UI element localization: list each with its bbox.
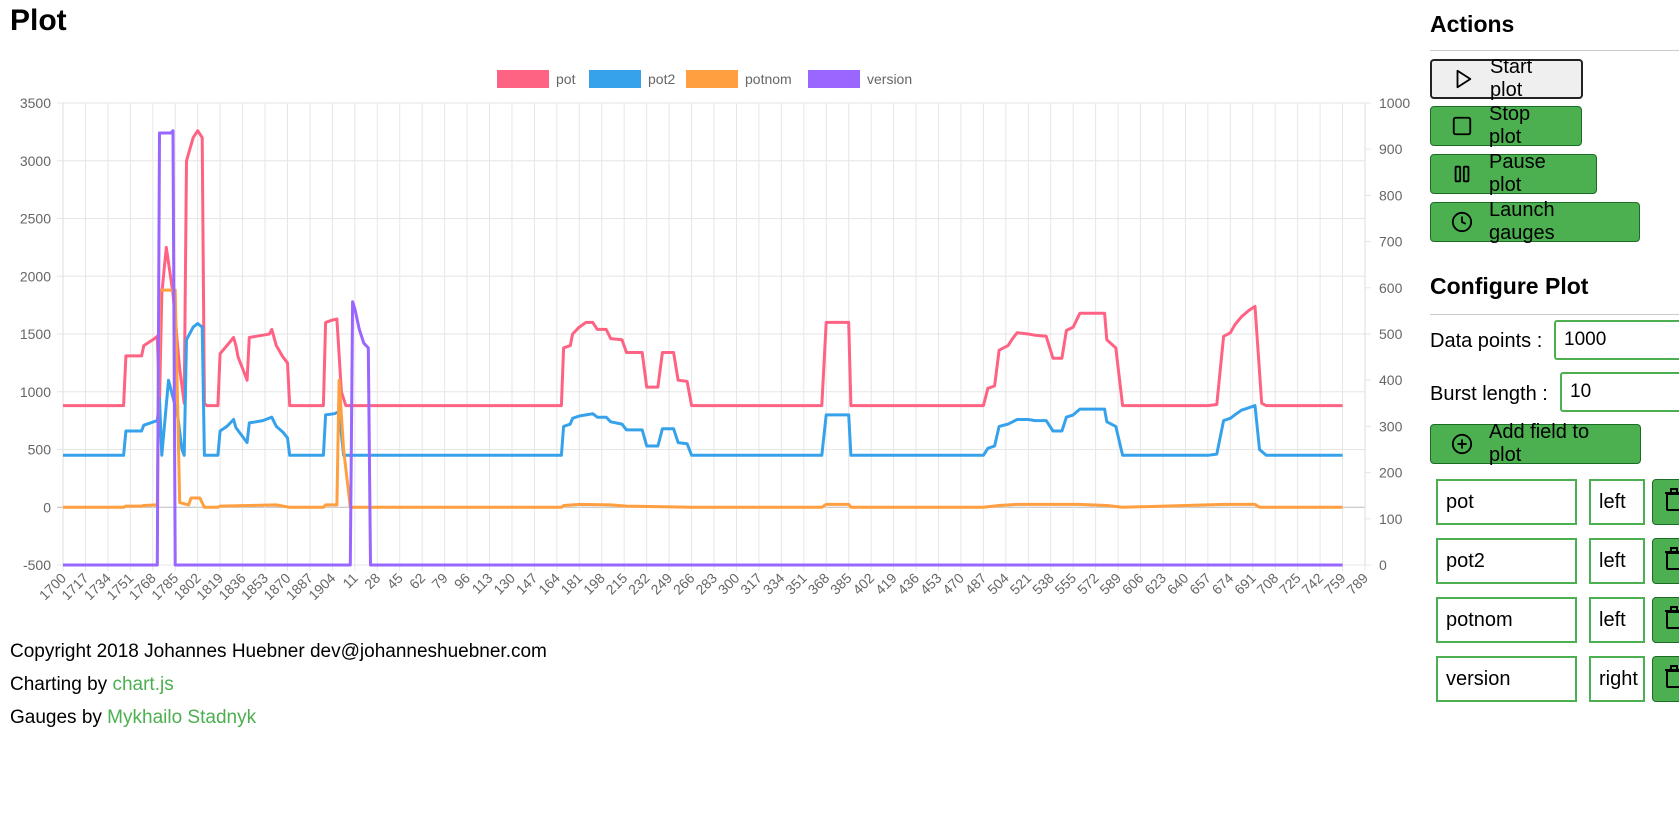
chart-axes: 3500300025002000150010005000-50010009008…	[20, 95, 1411, 603]
legend-label-version: version	[867, 71, 912, 87]
trash-icon	[1663, 546, 1679, 576]
y-right-tick-label: 800	[1379, 187, 1403, 203]
series-line-potnom	[63, 288, 1343, 509]
field-axis-select[interactable]: left	[1589, 538, 1645, 584]
x-tick-label: 113	[469, 570, 496, 597]
data-points-label: Data points :	[1430, 330, 1543, 352]
y-right-tick-label: 100	[1379, 511, 1403, 527]
y-right-tick-label: 400	[1379, 372, 1403, 388]
gauges-prefix: Gauges by	[10, 707, 108, 728]
y-right-tick-label: 700	[1379, 234, 1403, 250]
clock-icon	[1451, 211, 1473, 233]
y-left-tick-label: 3500	[20, 95, 51, 111]
chart-canvas: pot pot2 potnom version 3500300025002000150…	[20, 70, 1411, 603]
stop-plot-button[interactable]: Stop plot	[1430, 103, 1582, 148]
x-tick-label: 45	[384, 570, 406, 592]
actions-heading: Actions	[1430, 11, 1515, 37]
actions-divider	[1430, 50, 1679, 51]
field-axis-select[interactable]: right	[1589, 656, 1645, 702]
y-left-tick-label: 2000	[20, 268, 51, 284]
delete-field-button[interactable]	[1652, 479, 1679, 525]
launch-gauges-label: Launch gauges	[1489, 199, 1555, 244]
add-field-label: Add field to plot	[1489, 421, 1590, 466]
y-left-tick-label: -500	[23, 557, 51, 573]
trash-icon	[1663, 664, 1679, 694]
y-left-tick-label: 1500	[20, 326, 51, 342]
delete-field-button[interactable]	[1652, 656, 1679, 702]
x-tick-label: 11	[339, 570, 361, 592]
y-right-tick-label: 600	[1379, 280, 1403, 296]
y-right-tick-label: 300	[1379, 418, 1403, 434]
chart-grid	[57, 102, 1371, 571]
burst-length-input[interactable]: 10	[1560, 372, 1679, 412]
y-right-tick-label: 0	[1379, 557, 1387, 573]
y-left-tick-label: 3000	[20, 153, 51, 169]
x-tick-label: 79	[428, 570, 450, 592]
launch-gauges-button[interactable]: Launch gauges	[1430, 199, 1640, 244]
y-left-tick-label: 1000	[20, 384, 51, 400]
stop-plot-label: Stop plot	[1489, 103, 1531, 148]
field-axis-select[interactable]: left	[1589, 597, 1645, 643]
charting-prefix: Charting by	[10, 674, 113, 695]
legend-label-pot2: pot2	[648, 71, 675, 87]
series-line-pot	[63, 129, 1343, 408]
y-left-tick-label: 2500	[20, 211, 51, 227]
footer: Copyright 2018 Johannes Huebner dev@joha…	[10, 635, 547, 734]
y-left-tick-label: 500	[28, 442, 52, 458]
pause-plot-label: Pause plot	[1489, 151, 1546, 196]
stop-icon	[1451, 115, 1473, 137]
y-right-tick-label: 500	[1379, 326, 1403, 342]
data-points-input[interactable]: 1000	[1554, 320, 1679, 360]
start-plot-button[interactable]: Start plot	[1430, 56, 1583, 101]
y-right-tick-label: 200	[1379, 465, 1403, 481]
legend-swatch-potnom	[686, 70, 738, 88]
chart-series	[63, 129, 1343, 567]
legend-label-potnom: potnom	[745, 71, 792, 87]
field-name-input[interactable]: pot2	[1436, 538, 1577, 584]
series-line-pot2	[63, 322, 1343, 457]
pause-icon	[1451, 163, 1473, 185]
legend-swatch-pot2	[589, 70, 641, 88]
add-field-button[interactable]: Add field to plot	[1430, 421, 1641, 466]
x-tick-label: 96	[451, 570, 473, 592]
burst-length-label: Burst length :	[1430, 383, 1548, 405]
field-name-input[interactable]: pot	[1436, 479, 1577, 525]
sidebar: Actions Start plot Stop plot Pause plot …	[1430, 0, 1679, 816]
x-tick-label: 62	[406, 570, 428, 592]
x-tick-label: 789	[1343, 570, 1371, 598]
field-axis-select[interactable]: left	[1589, 479, 1645, 525]
x-tick-label: 1904	[305, 570, 338, 603]
charting-credit: Charting by chart.js	[10, 668, 547, 701]
delete-field-button[interactable]	[1652, 597, 1679, 643]
plus-circle-icon	[1451, 433, 1473, 455]
field-name-input[interactable]: potnom	[1436, 597, 1577, 643]
trash-icon	[1663, 487, 1679, 517]
copyright-text: Copyright 2018 Johannes Huebner dev@joha…	[10, 641, 547, 662]
field-name-input[interactable]: version	[1436, 656, 1577, 702]
plot-chart[interactable]: pot pot2 potnom version 3500 3000 2500 2000 150…	[0, 55, 1420, 615]
trash-icon	[1663, 605, 1679, 635]
gauges-credit: Gauges by Mykhailo Stadnyk	[10, 701, 547, 734]
chart-legend[interactable]: pot pot2 potnom version	[497, 70, 912, 88]
delete-field-button[interactable]	[1652, 538, 1679, 584]
configure-divider	[1430, 314, 1679, 315]
configure-plot-heading: Configure Plot	[1430, 273, 1589, 299]
chartjs-link[interactable]: chart.js	[112, 674, 174, 695]
start-plot-label: Start plot	[1490, 56, 1533, 101]
gauges-author-link[interactable]: Mykhailo Stadnyk	[107, 707, 257, 728]
y-right-tick-label: 900	[1379, 141, 1403, 157]
legend-swatch-pot	[497, 70, 549, 88]
pause-plot-button[interactable]: Pause plot	[1430, 151, 1597, 196]
y-right-tick-label: 1000	[1379, 95, 1410, 111]
x-tick-label: 28	[361, 570, 383, 592]
play-icon	[1452, 68, 1474, 90]
y-left-tick-label: 0	[43, 499, 51, 515]
page-title: Plot	[10, 4, 67, 37]
series-line-version	[63, 129, 1343, 567]
legend-swatch-version	[808, 70, 860, 88]
legend-label-pot: pot	[556, 71, 576, 87]
